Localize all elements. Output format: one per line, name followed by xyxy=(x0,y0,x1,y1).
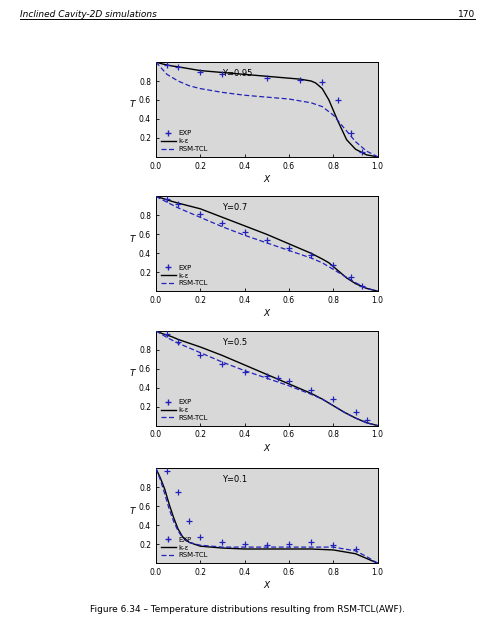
X-axis label: X: X xyxy=(264,444,270,452)
Text: Figure 6.34 – Temperature distributions resulting from RSM-TCL(AWF).: Figure 6.34 – Temperature distributions … xyxy=(90,605,405,614)
Legend: EXP, k-ε, RSM-TCL: EXP, k-ε, RSM-TCL xyxy=(159,129,210,154)
X-axis label: X: X xyxy=(264,175,270,184)
Text: 170: 170 xyxy=(458,10,475,19)
Y-axis label: T: T xyxy=(129,235,135,244)
X-axis label: X: X xyxy=(264,309,270,318)
Text: Y=0.7: Y=0.7 xyxy=(222,203,248,212)
Text: Inclined Cavity-2D simulations: Inclined Cavity-2D simulations xyxy=(20,10,157,19)
Y-axis label: T: T xyxy=(129,369,135,378)
Legend: EXP, k-ε, RSM-TCL: EXP, k-ε, RSM-TCL xyxy=(159,264,210,288)
Y-axis label: T: T xyxy=(129,100,135,109)
X-axis label: X: X xyxy=(264,581,270,590)
Text: Y=0.95: Y=0.95 xyxy=(222,68,253,77)
Text: Y=0.1: Y=0.1 xyxy=(222,475,248,484)
Text: Y=0.5: Y=0.5 xyxy=(222,337,248,346)
Legend: EXP, k-ε, RSM-TCL: EXP, k-ε, RSM-TCL xyxy=(159,398,210,422)
Legend: EXP, k-ε, RSM-TCL: EXP, k-ε, RSM-TCL xyxy=(159,536,210,560)
Y-axis label: T: T xyxy=(129,507,135,516)
